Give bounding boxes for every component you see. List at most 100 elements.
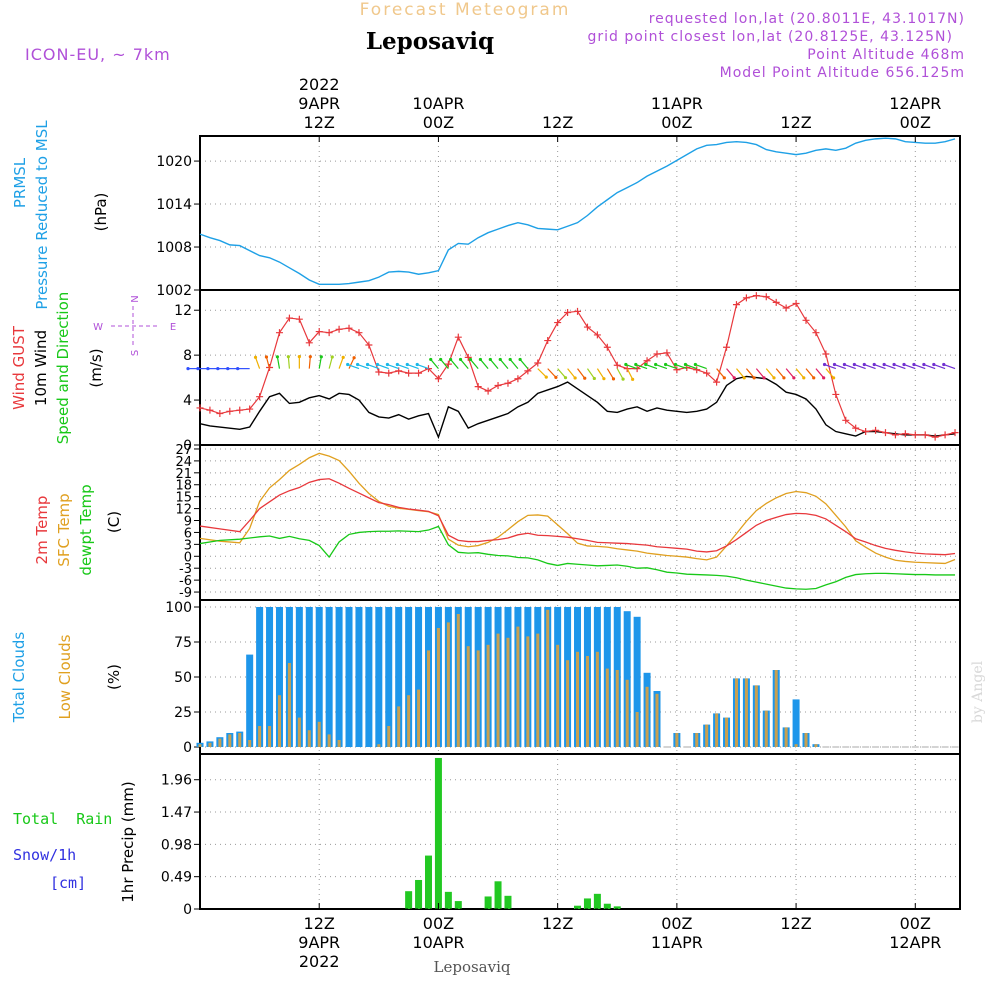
wind-arrow-head bbox=[498, 357, 502, 362]
wind-arrow-head bbox=[862, 362, 866, 367]
low-cloud-bar bbox=[655, 693, 659, 747]
bottom-tick-label: 00Z bbox=[661, 914, 692, 933]
y-tick-label: 6 bbox=[184, 526, 192, 541]
gust-marker bbox=[872, 426, 880, 434]
wind-arrow bbox=[557, 368, 566, 379]
low-cloud-bar bbox=[784, 727, 788, 747]
wind-arrow-head bbox=[942, 362, 946, 367]
wind-arrow bbox=[854, 363, 866, 370]
wind-arrow bbox=[726, 368, 735, 379]
wind-arrow bbox=[626, 368, 634, 380]
precip-axis-label: 1hr Precip (mm) bbox=[119, 781, 137, 902]
y-tick-label: 12 bbox=[174, 303, 192, 319]
y-tick-label: 18 bbox=[175, 479, 192, 494]
top-tick-label: 10APR bbox=[412, 94, 464, 113]
gust-marker bbox=[365, 341, 373, 349]
wind-arrow bbox=[913, 363, 926, 370]
gust-marker bbox=[941, 431, 949, 439]
low-cloud-bar bbox=[526, 636, 530, 747]
gust-marker bbox=[325, 329, 333, 337]
gust-marker bbox=[842, 416, 850, 424]
gust-marker bbox=[723, 343, 731, 351]
low-cloud-bar bbox=[486, 644, 490, 747]
wind-arrow-head bbox=[356, 362, 360, 367]
gust-marker bbox=[424, 365, 432, 373]
wind-arrow-head bbox=[842, 362, 847, 367]
rain-bar bbox=[583, 898, 591, 909]
low-clouds-label: Low Clouds bbox=[56, 634, 74, 719]
gust-marker bbox=[315, 328, 323, 336]
rain-bar bbox=[504, 895, 512, 909]
y-tick-label: 1008 bbox=[156, 240, 192, 256]
wind-arrow bbox=[387, 363, 399, 370]
panel-precip: 0 0.49 0.98 1.47 1.96 bbox=[161, 753, 961, 918]
wind-arrow-head bbox=[405, 362, 409, 367]
gust-marker bbox=[693, 366, 701, 374]
total-cloud-bar bbox=[275, 607, 283, 747]
wind-arrow bbox=[519, 359, 529, 370]
watermark: by Angel bbox=[970, 660, 986, 723]
total-cloud-bar bbox=[623, 611, 631, 747]
wind-arrow bbox=[586, 368, 595, 379]
bottom-tick-label: 2022 bbox=[299, 952, 340, 971]
wind-arrow-head bbox=[554, 375, 558, 379]
rain-bar bbox=[574, 905, 582, 909]
wind-arrow-head bbox=[624, 362, 628, 367]
low-cloud-bar bbox=[506, 637, 510, 747]
total-cloud-bar bbox=[325, 607, 333, 747]
model-label: ICON-EU, ~ 7km bbox=[25, 45, 171, 64]
gust-marker bbox=[703, 369, 711, 377]
point-altitude: Point Altitude 468m bbox=[807, 47, 965, 63]
rain-bar bbox=[603, 903, 611, 909]
wind-arrow-head bbox=[395, 362, 399, 367]
gust-marker bbox=[564, 308, 572, 316]
low-cloud-bar bbox=[228, 734, 232, 747]
wind-arrow-head bbox=[872, 362, 876, 367]
wind-arrow-head bbox=[634, 362, 638, 367]
top-tick-label: 9APR bbox=[298, 94, 340, 113]
total-cloud-bar bbox=[335, 607, 343, 747]
low-cloud-bar bbox=[556, 644, 560, 747]
compass-west: W bbox=[93, 322, 103, 333]
wind-arrow bbox=[675, 363, 688, 370]
gust-marker bbox=[812, 329, 820, 337]
y-tick-label: 15 bbox=[175, 491, 192, 506]
wind-arrow-head bbox=[508, 357, 512, 362]
requested-coords: requested lon,lat (20.8011E, 43.1017N) bbox=[649, 11, 965, 27]
gust-line bbox=[199, 295, 956, 438]
wind-arrow bbox=[430, 359, 439, 370]
wind-arrow bbox=[785, 368, 795, 379]
wind-arrow-head bbox=[592, 376, 596, 381]
wind-arrow bbox=[883, 363, 896, 370]
wind-arrow bbox=[745, 368, 755, 379]
low-cloud-bar bbox=[277, 695, 281, 747]
y-tick-label: 1.47 bbox=[161, 805, 192, 821]
gust-marker bbox=[742, 294, 750, 302]
wind-arrow bbox=[377, 363, 389, 370]
gust-marker bbox=[464, 353, 472, 361]
wind-arrow-head bbox=[308, 355, 312, 359]
wind-label: 10m Wind bbox=[32, 330, 50, 406]
temp-unit: (C) bbox=[105, 511, 123, 533]
wind-arrow bbox=[864, 363, 876, 370]
bottom-tick-label: 9APR bbox=[298, 933, 340, 952]
wind-arrow bbox=[596, 368, 605, 380]
gust-marker bbox=[415, 369, 423, 377]
wind-arrow-head bbox=[932, 362, 936, 367]
bottom-tick-label: 11APR bbox=[651, 933, 703, 952]
low-cloud-bar bbox=[566, 660, 570, 747]
y-tick-label: 25 bbox=[174, 705, 192, 721]
total-cloud-bar bbox=[385, 607, 393, 747]
wind-arrow bbox=[489, 359, 499, 370]
wind-arrow-head bbox=[722, 376, 726, 380]
wind-arrow-head bbox=[683, 362, 688, 367]
low-cloud-bar bbox=[327, 734, 331, 747]
low-cloud-bar bbox=[496, 633, 500, 747]
temp2m-line bbox=[199, 478, 956, 556]
wind-arrow bbox=[716, 368, 725, 379]
top-tick-label: 12Z bbox=[542, 113, 573, 132]
low-cloud-bar bbox=[436, 628, 440, 747]
wind-arrow bbox=[328, 356, 333, 369]
pressure-label-2: Pressure Reduced to MSL bbox=[33, 120, 51, 310]
gust-marker bbox=[405, 369, 413, 377]
